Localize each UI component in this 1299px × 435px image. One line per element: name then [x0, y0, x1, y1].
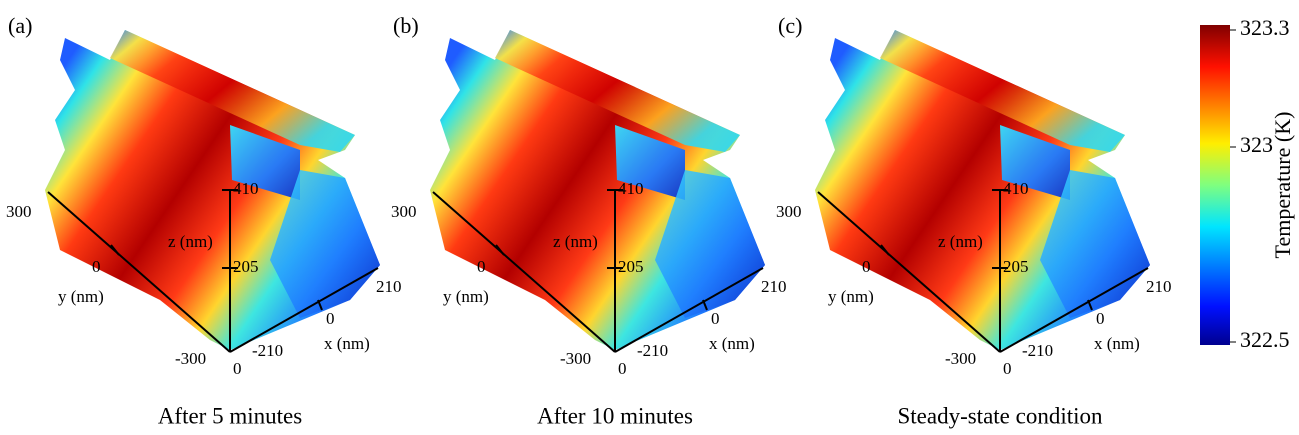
colorbar [1200, 25, 1230, 345]
panel-label: (c) [778, 13, 802, 38]
z-tick: 0 [1003, 359, 1012, 378]
y-label: y (nm) [58, 287, 104, 306]
tick-mark [317, 299, 323, 311]
panel-label: (a) [8, 13, 32, 38]
block-face [230, 125, 300, 200]
panel-label: (b) [393, 13, 419, 38]
z-label: z (nm) [938, 232, 983, 251]
z-tick: 0 [618, 359, 627, 378]
block-face [1000, 125, 1070, 200]
y-tick: 0 [862, 257, 871, 276]
x-tick: 0 [1096, 309, 1105, 328]
tick-mark [1087, 299, 1093, 311]
x-tick: 210 [376, 277, 402, 296]
x-tick: -210 [252, 341, 283, 360]
y-axis [47, 191, 231, 353]
z-tick: 410 [1003, 179, 1029, 198]
caption: After 10 minutes [537, 403, 693, 428]
x-tick: 0 [711, 309, 720, 328]
z-tick: 205 [1003, 257, 1029, 276]
z-label: z (nm) [553, 232, 598, 251]
low-region [1040, 170, 1150, 318]
x-tick: -210 [1022, 341, 1053, 360]
caption: After 5 minutes [158, 403, 302, 428]
low-region [270, 170, 380, 318]
y-label: y (nm) [828, 287, 874, 306]
y-tick: 0 [92, 257, 101, 276]
tick-mark [495, 244, 505, 256]
fin [495, 30, 740, 152]
x-label: x (nm) [1094, 334, 1140, 353]
y-axis [817, 191, 1001, 353]
x-axis [999, 267, 1149, 353]
colorbar-tick-label: 323 [1240, 132, 1273, 157]
colorbar-label: Temperature (K) [1270, 112, 1295, 259]
low-region [655, 170, 765, 318]
z-tick: 0 [233, 359, 242, 378]
tick-mark [702, 299, 708, 311]
z-tick: 205 [618, 257, 644, 276]
z-tick: 205 [233, 257, 259, 276]
block-face [615, 125, 685, 200]
fin [110, 30, 355, 152]
z-label: z (nm) [168, 232, 213, 251]
caption: Steady-state condition [897, 403, 1103, 428]
y-tick: -300 [175, 349, 206, 368]
y-axis [432, 191, 616, 353]
x-label: x (nm) [324, 334, 370, 353]
z-tick: 410 [233, 179, 259, 198]
colorbar-tick-label: 322.5 [1240, 327, 1290, 352]
x-tick: 0 [326, 309, 335, 328]
tick-mark [880, 244, 890, 256]
x-axis [229, 267, 379, 353]
z-tick: 410 [618, 179, 644, 198]
fin [880, 30, 1125, 152]
y-tick: -300 [560, 349, 591, 368]
x-tick: -210 [637, 341, 668, 360]
x-tick: 210 [1146, 277, 1172, 296]
y-tick: 300 [776, 202, 802, 221]
tick-mark [110, 244, 120, 256]
y-tick: -300 [945, 349, 976, 368]
y-tick: 300 [6, 202, 32, 221]
y-tick: 0 [477, 257, 486, 276]
x-label: x (nm) [709, 334, 755, 353]
y-label: y (nm) [443, 287, 489, 306]
x-tick: 210 [761, 277, 787, 296]
y-tick: 300 [391, 202, 417, 221]
x-axis [614, 267, 764, 353]
colorbar-tick-label: 323.3 [1240, 15, 1290, 40]
